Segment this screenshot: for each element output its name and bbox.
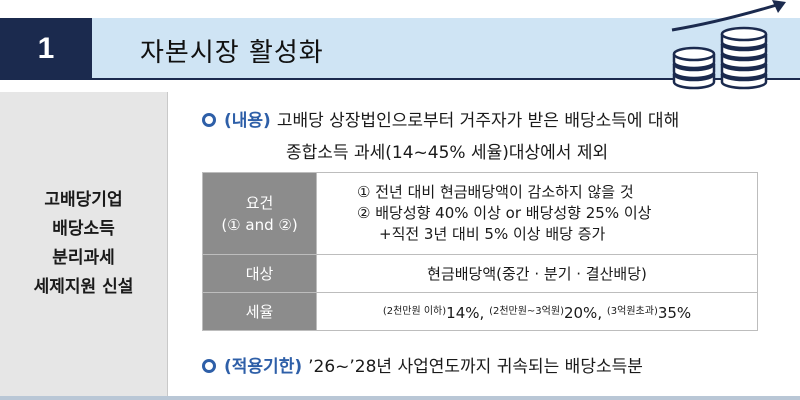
period-tag: (적용기한) xyxy=(224,357,303,377)
target-value: 현금배당액(중간 · 분기 · 결산배당) xyxy=(316,254,758,293)
rate-separator: , xyxy=(597,303,603,322)
target-header: 대상 xyxy=(202,254,317,293)
requirement-line: ② 배당성향 40% 이상 or 배당성향 25% 이상 xyxy=(357,204,652,222)
policy-name-line: 세제지원 신설 xyxy=(33,277,134,297)
rate-condition: (2천만원 이하) xyxy=(382,305,447,317)
rate-separator: , xyxy=(479,303,485,322)
period-text: ’26~’28년 사업연도까지 귀속되는 배당소득분 xyxy=(308,357,643,377)
bullet-circle-icon xyxy=(202,113,216,127)
rate-condition: (2천만원~3억원) xyxy=(489,305,564,317)
policy-name-line: 분리과세 xyxy=(52,248,115,268)
rate-percent: 20% xyxy=(563,303,598,322)
requirement-line: ① 전년 대비 현금배당액이 감소하지 않을 것 xyxy=(357,183,634,201)
policy-name-line: 배당소득 xyxy=(52,219,115,239)
policy-name-line: 고배당기업 xyxy=(44,190,123,210)
section-number: 1 xyxy=(0,18,92,80)
content-text: 고배당 상장법인으로부터 거주자가 받은 배당소득에 대해 xyxy=(276,111,680,131)
rate-percent: 35% xyxy=(657,303,692,322)
conditions-table: 요건 (① and ②) ① 전년 대비 현금배당액이 감소하지 않을 것 ② … xyxy=(202,172,758,331)
table-row: 세율 (2천만원 이하)14%, (2천만원~3억원)20%, (3억원초과)3… xyxy=(202,292,758,331)
rate-header: 세율 xyxy=(202,292,317,331)
table-row: 대상 현금배당액(중간 · 분기 · 결산배당) xyxy=(202,254,758,293)
requirements-value: ① 전년 대비 현금배당액이 감소하지 않을 것 ② 배당성향 40% 이상 o… xyxy=(316,172,758,255)
rate-value: (2천만원 이하)14%, (2천만원~3억원)20%, (3억원초과)35% xyxy=(316,292,758,331)
requirements-header: 요건 (① and ②) xyxy=(202,172,317,255)
coins-growth-icon xyxy=(671,0,786,90)
table-row: 요건 (① and ②) ① 전년 대비 현금배당액이 감소하지 않을 것 ② … xyxy=(202,172,758,255)
period-bullet: (적용기한) ’26~’28년 사업연도까지 귀속되는 배당소득분 xyxy=(202,352,643,377)
content-bullet: (내용) 고배당 상장법인으로부터 거주자가 받은 배당소득에 대해 xyxy=(202,106,679,131)
rate-condition: (3억원초과) xyxy=(606,305,658,317)
section-title: 자본시장 활성화 xyxy=(140,38,324,68)
content-continuation: 종합소득 과세(14~45% 세율)대상에서 제외 xyxy=(286,143,609,163)
section-header: 1 자본시장 활성화 xyxy=(0,0,800,90)
bottom-divider xyxy=(0,396,800,400)
bullet-circle-icon xyxy=(202,359,216,373)
requirements-label: 요건 xyxy=(245,193,274,212)
requirement-line: +직전 3년 대비 5% 이상 배당 증가 xyxy=(379,225,606,243)
content-tag: (내용) xyxy=(224,111,271,131)
requirements-sublabel: (① and ②) xyxy=(221,215,298,234)
rate-percent: 14% xyxy=(446,303,480,322)
policy-name-cell: 고배당기업 배당소득 분리과세 세제지원 신설 xyxy=(0,92,168,396)
